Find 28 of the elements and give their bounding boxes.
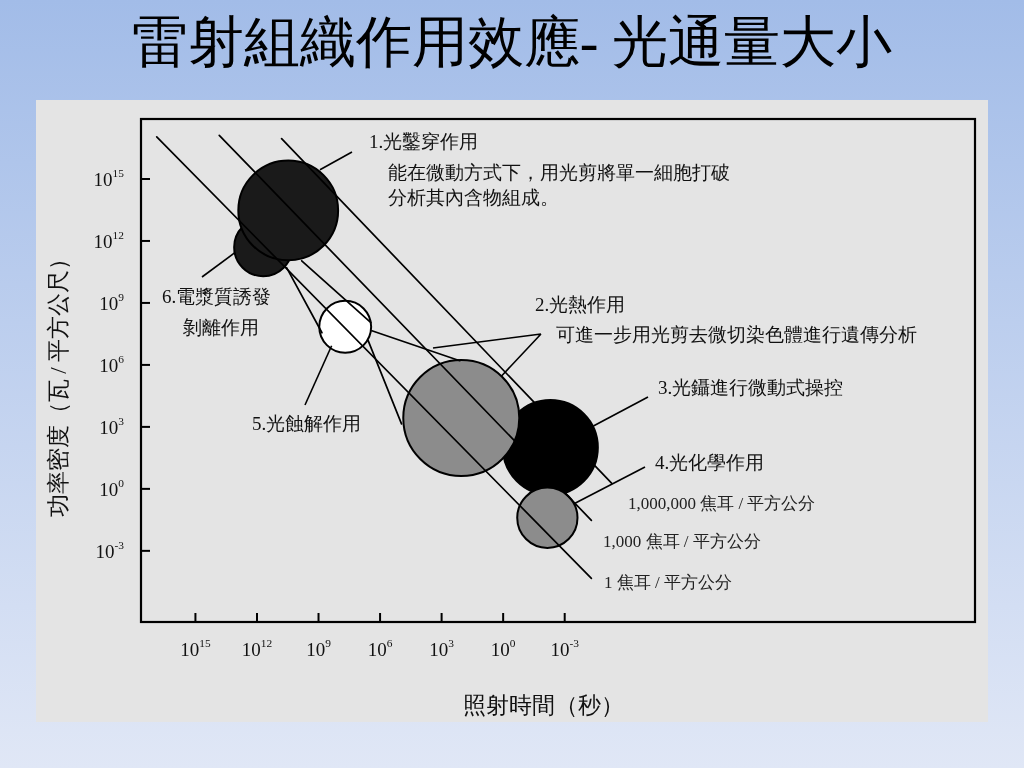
annotation: 3.光鑷進行微動式操控 — [658, 376, 844, 398]
series-label: 1,000 焦耳 / 平方公分 — [603, 531, 761, 551]
y-tick-label: 10$^{6}$ — [99, 352, 125, 376]
annotation: 可進一步用光剪去微切染色體進行遺傳分析 — [556, 323, 917, 345]
annotation: 4.光化學作用 — [655, 451, 765, 473]
x-tick-label: 10$^{15}$ — [180, 637, 211, 660]
x-tick-label: 10$^{-3}$ — [550, 637, 580, 660]
annotation: 1.光鑿穿作用 — [369, 130, 479, 152]
series-label: 1 焦耳 / 平方公分 — [604, 572, 732, 592]
y-tick-label: 10$^{12}$ — [93, 228, 125, 252]
y-tick-label: 10$^{3}$ — [99, 414, 125, 438]
x-tick-label: 10$^{6}$ — [367, 637, 393, 660]
x-axis-title: 照射時間（秒） — [462, 692, 624, 718]
x-tick-label: 10$^{12}$ — [241, 637, 273, 660]
y-tick-label: 10$^{0}$ — [99, 476, 125, 500]
annotation: 6.電漿質誘發剝離作用 — [162, 285, 272, 338]
y-tick-label: 10$^{9}$ — [99, 290, 125, 314]
y-axis-title: 功率密度（瓦 / 平方公尺） — [45, 246, 71, 518]
annotation: 5.光蝕解作用 — [252, 412, 362, 434]
annotation: 能在微動方式下，用光剪將單一細胞打破分析其內含物組成。 — [388, 161, 730, 208]
x-tick-label: 10$^{3}$ — [429, 637, 455, 660]
x-tick-label: 10$^{9}$ — [306, 637, 332, 660]
y-tick-label: 10$^{15}$ — [93, 166, 125, 190]
series-label: 1,000,000 焦耳 / 平方公分 — [628, 493, 816, 513]
chart-title: 雷射組織作用效應- 光通量大小 — [131, 11, 893, 73]
x-tick-label: 10$^{0}$ — [490, 637, 516, 660]
annotation: 2.光熱作用 — [535, 293, 626, 315]
y-tick-label: 10$^{-3}$ — [95, 538, 125, 562]
